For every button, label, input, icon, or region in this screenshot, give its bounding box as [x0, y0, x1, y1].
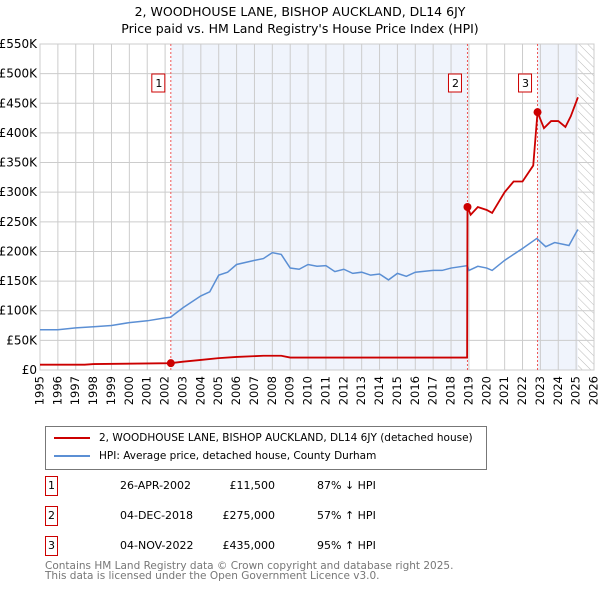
x-tick-label: 2021	[497, 376, 511, 405]
sale-price: £435,000	[222, 539, 276, 552]
x-tick-label: 2004	[193, 376, 207, 405]
y-tick-label: £150K	[0, 274, 38, 288]
x-tick-label: 2019	[461, 376, 475, 405]
sale-price: £11,500	[229, 479, 276, 492]
x-tick-label: 2006	[229, 376, 243, 405]
x-tick-label: 2024	[551, 376, 565, 405]
x-tick-label: 1997	[68, 376, 82, 405]
shaded-period	[170, 44, 468, 370]
sale-date: 04-DEC-2018	[120, 509, 194, 522]
y-tick-label: £100K	[0, 304, 38, 318]
legend-hpi: HPI: Average price, detached house, Coun…	[99, 450, 377, 462]
sale-hpi: 95% ↑ HPI	[317, 539, 376, 552]
y-tick-label: £50K	[6, 333, 38, 347]
legend-swatch-property	[54, 437, 90, 439]
sale-point	[463, 203, 472, 211]
chart-subtitle: Price paid vs. HM Land Registry's House …	[121, 21, 479, 36]
x-tick-label: 2020	[479, 376, 493, 405]
y-tick-label: £300K	[0, 185, 38, 199]
sale-hpi: 87% ↓ HPI	[317, 479, 376, 492]
x-tick-label: 2011	[318, 376, 332, 405]
sale-label-box	[518, 73, 533, 93]
y-tick-label: £0	[22, 363, 37, 377]
y-tick-label: £500K	[0, 67, 38, 81]
series-line	[40, 97, 579, 366]
legend-property: 2, WOODHOUSE LANE, BISHOP AUCKLAND, DL14…	[99, 432, 473, 444]
x-tick-label: 2007	[247, 376, 261, 405]
footer-line2: This data is licensed under the Open Gov…	[45, 570, 380, 582]
x-tick-label: 2010	[301, 376, 315, 405]
x-tick-label: 2025	[569, 376, 583, 405]
y-tick-label: £350K	[0, 156, 38, 170]
sale-point	[166, 359, 175, 368]
x-tick-label: 2017	[426, 376, 440, 405]
plot-border	[39, 43, 595, 371]
x-tick-label: 2009	[283, 376, 297, 405]
x-tick-label: 2000	[122, 376, 136, 405]
forecast-hatch	[577, 44, 594, 370]
x-tick-label: 2013	[354, 376, 368, 405]
y-tick-label: £400K	[0, 126, 38, 140]
sale-hpi: 57% ↑ HPI	[317, 509, 376, 522]
x-tick-label: 1996	[50, 376, 64, 405]
sale-row: 1 26-APR-2002 £11,500 87% ↓ HPI	[45, 476, 445, 496]
x-tick-label: 2015	[390, 376, 404, 405]
x-tick-label: 2018	[444, 376, 458, 405]
x-tick-label: 2003	[175, 376, 189, 405]
x-tick-label: 2012	[336, 376, 350, 405]
sale-point	[533, 108, 542, 117]
sale-number: 1	[45, 476, 58, 496]
legend-swatch-hpi	[54, 455, 90, 457]
sale-label: 2	[452, 77, 459, 90]
sale-row: 2 04-DEC-2018 £275,000 57% ↑ HPI	[45, 506, 445, 526]
chart-title: 2, WOODHOUSE LANE, BISHOP AUCKLAND, DL14…	[134, 4, 466, 19]
x-tick-label: 1995	[33, 376, 47, 405]
x-tick-label: 2026	[587, 376, 600, 405]
x-tick-label: 2008	[265, 376, 279, 405]
y-tick-label: £200K	[0, 244, 38, 258]
sale-number: 3	[45, 536, 58, 556]
sale-date: 04-NOV-2022	[120, 539, 194, 552]
shaded-period	[537, 44, 578, 370]
sale-label: 3	[522, 77, 529, 90]
sale-date: 26-APR-2002	[120, 479, 192, 492]
footer: Contains HM Land Registry data © Crown c…	[45, 560, 454, 582]
sale-number: 2	[45, 506, 58, 526]
x-tick-label: 2001	[140, 376, 154, 405]
x-tick-label: 2002	[158, 376, 172, 405]
sale-label-box	[447, 73, 462, 93]
series-line	[40, 229, 579, 331]
x-tick-label: 2005	[211, 376, 225, 405]
sale-label: 1	[155, 77, 162, 90]
x-tick-label: 2022	[515, 376, 529, 405]
x-tick-label: 2023	[533, 376, 547, 405]
x-tick-label: 1999	[104, 376, 118, 405]
y-tick-label: £550K	[0, 37, 38, 51]
x-tick-label: 2014	[372, 376, 386, 405]
y-tick-label: £450K	[0, 96, 38, 110]
sale-row: 3 04-NOV-2022 £435,000 95% ↑ HPI	[45, 536, 445, 556]
legend: 2, WOODHOUSE LANE, BISHOP AUCKLAND, DL14…	[45, 426, 487, 470]
sale-label-box	[151, 73, 166, 93]
y-tick-label: £250K	[0, 215, 38, 229]
sale-price: £275,000	[222, 509, 276, 522]
x-tick-label: 2016	[408, 376, 422, 405]
x-tick-label: 1998	[86, 376, 100, 405]
footer-line1: Contains HM Land Registry data © Crown c…	[45, 560, 454, 572]
price-chart: 1995 1996 1997 1998 1999 2000 2001 2002 2003 2004…	[0, 37, 600, 405]
